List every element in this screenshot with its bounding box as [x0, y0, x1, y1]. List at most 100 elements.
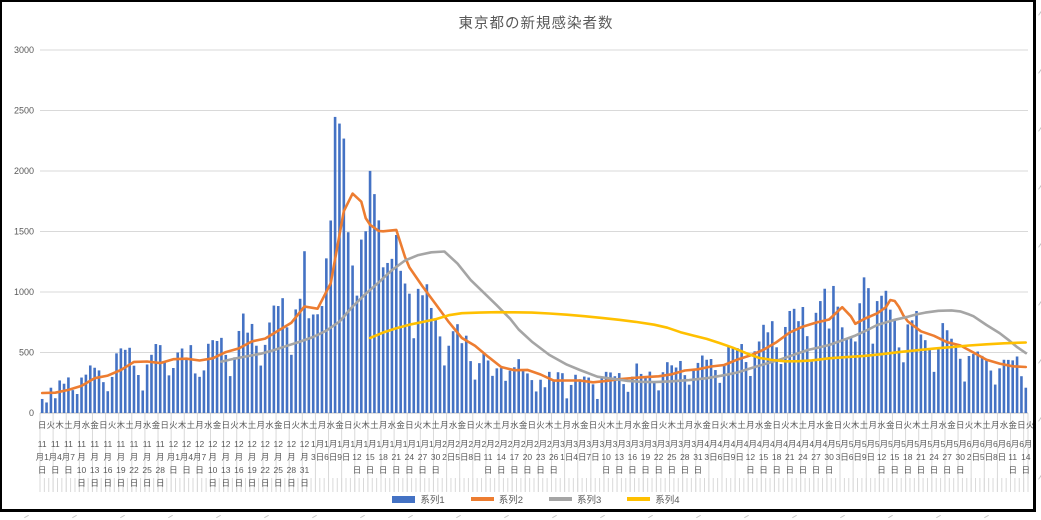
svg-text:水: 水 — [938, 420, 947, 430]
svg-text:土: 土 — [676, 420, 685, 430]
svg-text:土: 土 — [554, 420, 563, 430]
svg-text:木: 木 — [117, 420, 126, 430]
svg-text:火: 火 — [1026, 420, 1033, 430]
svg-text:火: 火 — [291, 420, 300, 430]
worksheet-gridline-mark — [888, 514, 893, 519]
svg-text:月: 月 — [930, 420, 939, 430]
svg-text:月: 月 — [563, 420, 572, 430]
svg-text:金: 金 — [1008, 420, 1017, 430]
svg-text:月: 月 — [501, 420, 510, 430]
svg-text:火: 火 — [353, 420, 362, 430]
svg-text:土: 土 — [493, 420, 502, 430]
svg-text:土: 土 — [615, 420, 624, 430]
svg-text:火: 火 — [598, 420, 607, 430]
svg-text:火: 火 — [720, 420, 729, 430]
svg-text:日: 日 — [344, 420, 353, 430]
chart-title: 東京都の新規感染者数 — [458, 16, 614, 32]
worksheet-gridline-mark — [840, 514, 845, 519]
svg-text:木: 木 — [973, 420, 982, 430]
worksheet-gridline-mark — [408, 514, 413, 519]
line-series-4 — [368, 310, 1028, 363]
svg-text:金: 金 — [886, 420, 895, 430]
worksheet-gridline-mark — [360, 514, 365, 519]
svg-text:日: 日 — [528, 420, 537, 430]
svg-text:土: 土 — [64, 420, 73, 430]
svg-text:土: 土 — [431, 420, 440, 430]
svg-text:木: 木 — [484, 420, 493, 430]
svg-text:木: 木 — [55, 420, 64, 430]
svg-text:1500: 1500 — [14, 227, 34, 237]
svg-text:日: 日 — [650, 420, 659, 430]
svg-text:土: 土 — [309, 420, 318, 430]
svg-text:500: 500 — [19, 348, 34, 358]
svg-text:木: 木 — [851, 420, 860, 430]
x-axis-date-labels: 11 月1 日11 月4 日11 月7 日11 月 10 日11 月 13 日11 月 16 日11 月 19 日1… — [36, 439, 1033, 488]
svg-text:2500: 2500 — [14, 106, 34, 116]
svg-text:日: 日 — [956, 420, 965, 430]
svg-text:土: 土 — [125, 420, 134, 430]
svg-text:木: 木 — [423, 420, 432, 430]
bar-series-1 — [40, 116, 1028, 414]
svg-text:水: 水 — [204, 420, 213, 430]
worksheet-gridline-mark — [648, 514, 653, 519]
svg-text:水: 水 — [1000, 420, 1009, 430]
svg-text:月: 月 — [73, 420, 82, 430]
svg-text:水: 水 — [265, 420, 274, 430]
legend-label: 系列2 — [498, 495, 523, 506]
svg-text:火: 火 — [536, 420, 545, 430]
legend-item-系列2: 系列2 — [470, 492, 523, 506]
svg-text:日: 日 — [589, 420, 598, 430]
svg-text:月: 月 — [195, 420, 204, 430]
svg-text:金: 金 — [458, 420, 467, 430]
worksheet-gridline-mark — [936, 514, 941, 519]
svg-text:日: 日 — [405, 420, 414, 430]
svg-text:木: 木 — [790, 420, 799, 430]
svg-text:日: 日 — [222, 420, 231, 430]
legend: 系列1 系列2 系列3 系列4 — [42, 492, 1030, 506]
worksheet-gridline-mark — [456, 514, 461, 519]
svg-text:火: 火 — [904, 420, 913, 430]
svg-text:火: 火 — [47, 420, 56, 430]
svg-text:月: 月 — [624, 420, 633, 430]
svg-text:火: 火 — [659, 420, 668, 430]
svg-text:月: 月 — [379, 420, 388, 430]
svg-text:3000: 3000 — [14, 45, 34, 55]
svg-text:火: 火 — [230, 420, 239, 430]
chart-object[interactable]: 東京都の新規感染者数 0 500 1000 1500 2000 2500 3000 日火木土月… — [0, 0, 1036, 512]
svg-text:日: 日 — [834, 420, 843, 430]
svg-text:日: 日 — [99, 420, 108, 430]
